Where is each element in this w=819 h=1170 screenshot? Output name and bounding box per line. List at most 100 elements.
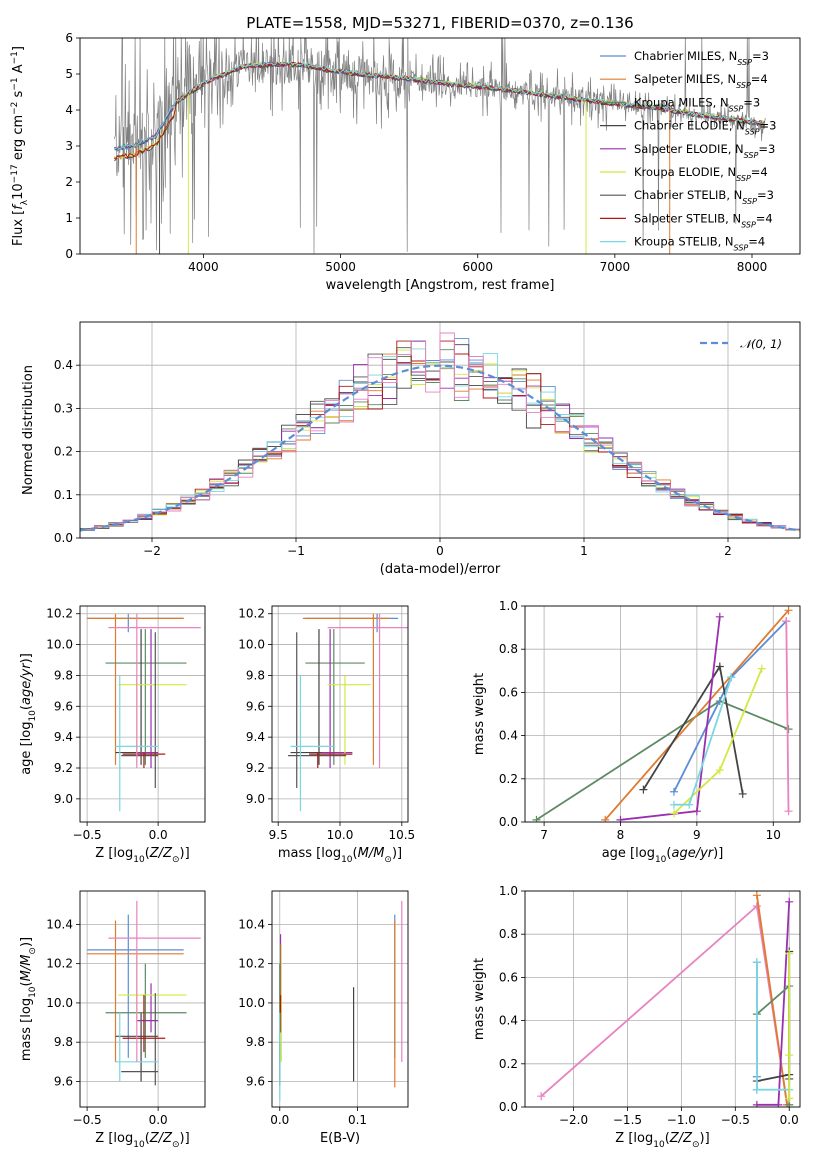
x-tick-label: 4000	[188, 260, 219, 274]
axes-frame	[79, 890, 206, 1108]
x-axis-label: Z [log10(Z/Z⊙)]	[95, 846, 189, 865]
y-tick-label: 9.4	[54, 730, 73, 744]
series-salpeter-elodie	[752, 897, 794, 1107]
legend-item-chabrier-miles-n-3: Chabrier MILES, NSSP=3	[600, 49, 769, 67]
y-tick-label: 10.2	[46, 957, 73, 971]
plot-area-mass_vs_Z	[87, 900, 201, 1086]
legend-label: Chabrier STELIB, NSSP=3	[634, 188, 774, 206]
point-marker	[784, 807, 793, 816]
x-axis-label: Z [log10(Z/Z⊙)]	[615, 1131, 709, 1150]
x-tick-label: 2	[724, 544, 732, 558]
series-extra	[537, 902, 794, 1107]
series-chabrier-elodie	[639, 662, 747, 798]
legend-item-salpeter-miles-n-4: Salpeter MILES, NSSP=4	[600, 72, 768, 90]
x-tick-label: 10	[766, 828, 781, 842]
y-tick-label: 1.0	[499, 599, 518, 613]
figure-title: PLATE=1558, MJD=53271, FIBERID=0370, z=0…	[246, 14, 633, 32]
y-axis-label: mass weight	[472, 673, 487, 755]
series-kroupa-stelib	[669, 673, 736, 809]
y-axis-label: Normed distribution	[21, 365, 36, 495]
y-tick-label: 2	[65, 175, 73, 189]
y-tick-label: 9.8	[54, 1035, 73, 1049]
errorbar-extra	[108, 613, 201, 768]
y-tick-label: 9.0	[246, 792, 265, 806]
axes-frame	[524, 605, 801, 823]
axes-residuals: −2 −1 0 1 2 0.0 0.1 0.2 0.3 0.4 (data-model)/error…	[21, 321, 801, 577]
x-tick-label: 8	[617, 828, 625, 842]
y-tick-label: 3	[65, 139, 73, 153]
point-marker	[715, 612, 724, 621]
x-tick-label: 0.0	[149, 828, 168, 842]
point-marker	[715, 662, 724, 671]
point-marker	[784, 606, 793, 615]
legend-spectrum: Chabrier MILES, NSSP=3 Salpeter MILES, NS…	[600, 49, 776, 252]
series-salpeter-miles	[601, 606, 793, 822]
y-tick-label: 0.2	[499, 772, 518, 786]
axes-age_vs_mass: 9.5 10.0 10.5 9.0 9.2 9.4 9.6 9.8 10.0 10.2 mass […	[238, 605, 415, 865]
x-tick-label: 10.5	[388, 828, 415, 842]
y-tick-label: 9.6	[246, 699, 265, 713]
y-tick-label: 0.4	[499, 1014, 518, 1028]
point-marker	[752, 958, 761, 967]
point-marker	[692, 807, 701, 816]
series-line	[673, 620, 787, 793]
axes-massweight_vs_age: 7 8 9 10 0.0 0.2 0.4 0.6 0.8 1.0 age [log10(age/yr…	[472, 599, 801, 865]
y-tick-label: 0.2	[499, 1057, 518, 1071]
legend-label: Kroupa ELODIE, NSSP=4	[634, 165, 768, 183]
y-tick-label: 9.8	[246, 1035, 265, 1049]
y-tick-label: 10.2	[238, 957, 265, 971]
y-tick-label: 0.4	[499, 729, 518, 743]
axes-frame	[79, 605, 206, 823]
point-marker	[752, 1100, 761, 1107]
errorbar-extra	[108, 900, 201, 1062]
y-tick-label: 9.4	[246, 730, 265, 744]
legend-hist: 𝒩(0, 1)	[700, 337, 782, 351]
legend-label: Chabrier ELODIE, NSSP=3	[634, 119, 776, 137]
errorbar-chabrier-miles	[87, 613, 184, 633]
point-marker	[685, 800, 694, 809]
x-tick-label: −0.5	[721, 1113, 750, 1127]
point-marker	[784, 725, 793, 734]
errorbar-chabrier-stelib	[121, 632, 159, 789]
y-tick-label: 6	[65, 31, 73, 45]
y-tick-label: 4	[65, 103, 73, 117]
x-tick-label: 7000	[600, 260, 631, 274]
point-marker	[639, 785, 648, 794]
x-axis-label: Z [log10(Z/Z⊙)]	[95, 1131, 189, 1150]
errorbar-salpeter-stelib	[309, 752, 353, 768]
errorbar-salpeter-stelib	[122, 752, 166, 768]
x-tick-label: 9.5	[269, 828, 288, 842]
y-tick-label: 10.4	[46, 917, 73, 931]
legend-item-salpeter-stelib-n-4: Salpeter STELIB, NSSP=4	[600, 211, 773, 229]
y-tick-label: 0.6	[499, 970, 518, 984]
axes-massweight_vs_Z: −2.0 −1.5 −1.0 −0.5 0.0 0.0 0.2 0.4 0.6 0.8 1.0 Z […	[472, 884, 801, 1150]
y-tick-label: 0.8	[499, 927, 518, 941]
plot-area-age_vs_Z	[87, 613, 201, 812]
legend-label: Salpeter MILES, NSSP=4	[634, 72, 768, 90]
point-marker	[757, 664, 766, 673]
errorbar-kroupa-miles	[105, 629, 187, 765]
y-tick-label: 9.8	[54, 668, 73, 682]
point-marker	[537, 1092, 546, 1101]
axes-mass_vs_Z: −0.5 0.0 9.6 9.8 10.0 10.2 10.4 Z [log10(Z/Z⊙)]…	[19, 890, 206, 1150]
legend-item-kroupa-miles-n-3: Kroupa MILES, NSSP=3	[600, 95, 760, 113]
y-tick-label: 1.0	[499, 884, 518, 898]
y-tick-label: 10.0	[46, 638, 73, 652]
x-tick-label: 7	[540, 828, 548, 842]
x-tick-label: −2.0	[559, 1113, 588, 1127]
x-tick-label: 0	[436, 544, 444, 558]
x-tick-label: 0.0	[270, 1113, 289, 1127]
y-tick-label: 9.6	[54, 1074, 73, 1088]
errorbar-salpeter-miles	[87, 613, 184, 765]
errorbar-chabrier-stelib	[288, 632, 347, 789]
x-axis-label: E(B-V)	[320, 1131, 360, 1146]
legend-item-chabrier-elodie-n-3: Chabrier ELODIE, NSSP=3	[600, 119, 776, 137]
axes-frame	[271, 890, 409, 1108]
y-axis-label: age [log10(age/yr)]	[19, 653, 38, 775]
series-kroupa-elodie	[785, 949, 794, 1103]
x-tick-label: −0.5	[73, 828, 102, 842]
point-marker	[752, 1085, 761, 1094]
x-tick-label: 8000	[737, 260, 768, 274]
model-salpeter-stelib	[114, 61, 765, 160]
plot-area-massweight_vs_age	[532, 606, 793, 822]
